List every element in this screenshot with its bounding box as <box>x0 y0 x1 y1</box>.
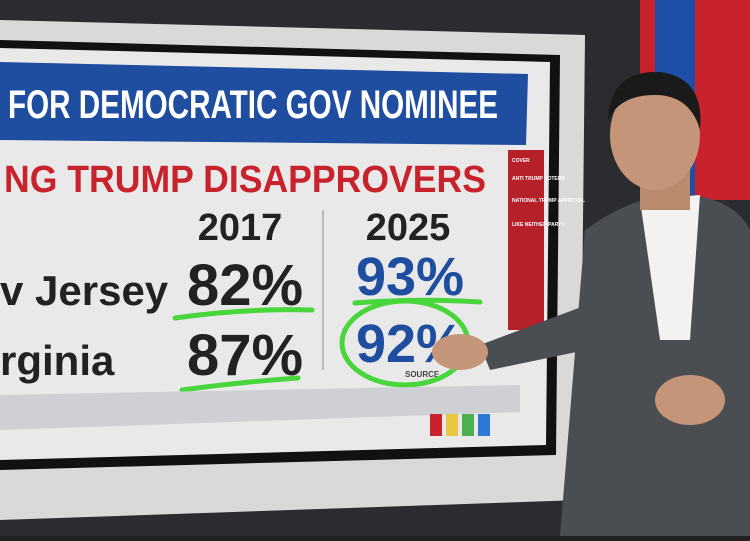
presenter-hair <box>608 71 701 130</box>
screen-content <box>0 48 550 460</box>
subtitle: NG TRUMP DISAPPROVERS <box>4 159 486 201</box>
sidebar-item: COVER <box>512 158 530 164</box>
banner-text: FOR DEMOCRATIC GOV NOMINEE <box>8 83 498 127</box>
presenter-face <box>610 80 700 190</box>
value-2025: 93% <box>356 247 464 307</box>
screen-strip <box>0 385 520 430</box>
presenter-hand <box>655 375 725 425</box>
color-chip <box>430 414 442 436</box>
presenter-suit <box>560 194 750 536</box>
sidebar-item: ANTI TRUMP VOTERS <box>512 176 565 182</box>
color-chip <box>478 414 490 436</box>
sidebar-item: NATIONAL TRUMP APPROVAL <box>512 198 585 204</box>
row-label: rginia <box>0 337 115 384</box>
color-chip <box>462 414 474 436</box>
column-header: 2025 <box>366 207 451 249</box>
presenter-hand <box>432 334 488 370</box>
sidebar-item: LIKE NEITHER PARTY <box>512 222 565 228</box>
sidebar <box>508 150 544 330</box>
row-label: v Jersey <box>0 267 169 314</box>
color-chip <box>446 414 458 436</box>
value-2017: 82% <box>187 253 303 318</box>
source-label: SOURCE <box>405 370 440 379</box>
presenter-arm <box>480 300 610 370</box>
underline-mark <box>172 307 315 321</box>
presenter-shirt <box>640 195 700 340</box>
banner-bar <box>0 62 528 145</box>
column-header: 2017 <box>198 207 283 249</box>
underline-mark <box>179 375 301 393</box>
